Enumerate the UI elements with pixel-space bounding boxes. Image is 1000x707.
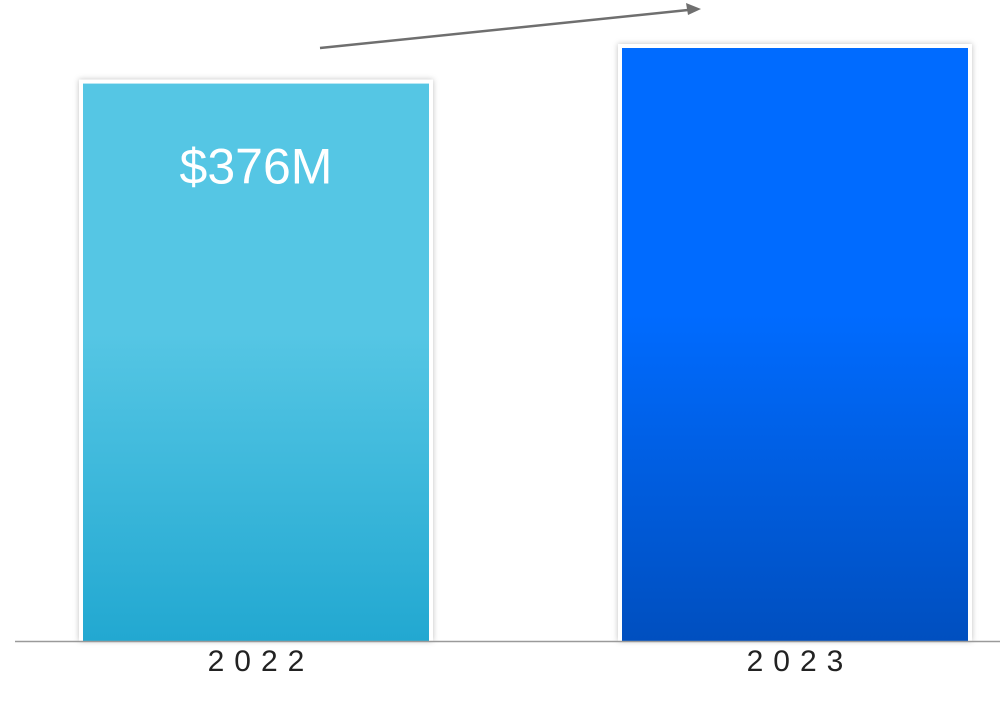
- bar-value-label-2022: $376M: [180, 139, 333, 195]
- trend-arrow-line: [319, 8, 689, 50]
- labels-layer: $376M: [180, 139, 333, 195]
- trend-arrow: [319, 3, 701, 50]
- bars-layer: [79, 44, 972, 641]
- trend-arrow-head: [686, 3, 701, 15]
- x-tick-label-2023: 2023: [747, 645, 854, 678]
- x-tick-labels: 2022 2023: [208, 645, 854, 678]
- bar-2022: [83, 83, 429, 641]
- bar-2023: [622, 48, 968, 641]
- x-tick-label-2022: 2022: [208, 645, 315, 678]
